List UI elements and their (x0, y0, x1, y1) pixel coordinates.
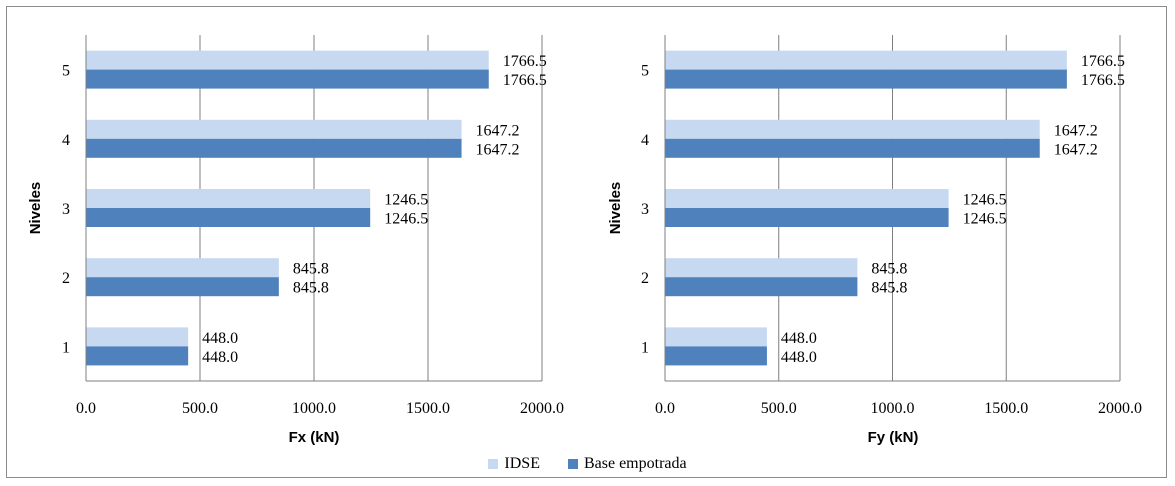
fx-bar-base-empotrada-1 (86, 346, 189, 366)
fy-bar-idse-2 (665, 258, 858, 278)
fx-data-label-base-empotrada-3: 1246.5 (384, 211, 428, 228)
fx-category-label-1: 1 (62, 339, 70, 356)
fy-x-tick-label-3: 1500.0 (984, 400, 1028, 417)
fx-bar-idse-1 (86, 327, 189, 347)
legend-item-base-empotrada: Base empotrada (567, 455, 687, 473)
fy-bar-idse-1 (665, 327, 767, 347)
fy-data-label-idse-4: 1647.2 (1054, 122, 1098, 139)
fx-data-label-base-empotrada-5: 1766.5 (503, 72, 547, 89)
fy-data-label-base-empotrada-4: 1647.2 (1054, 141, 1098, 158)
fy-bar-base-empotrada-3 (665, 208, 949, 227)
legend-label-base-empotrada: Base empotrada (583, 455, 687, 472)
fy-category-label-3: 3 (641, 201, 649, 218)
fy-data-label-idse-3: 1246.5 (963, 192, 1007, 209)
fy-category-label-5: 5 (641, 63, 649, 80)
fy-data-label-base-empotrada-1: 448.0 (781, 349, 817, 366)
legend-swatch-idse (488, 459, 499, 469)
fx-data-label-idse-3: 1246.5 (384, 192, 428, 209)
fy-bar-idse-5 (665, 50, 1067, 70)
fx-bar-idse-2 (86, 258, 279, 278)
fy-x-tick-label-4: 2000.0 (1098, 400, 1142, 417)
fy-category-label-2: 2 (641, 270, 649, 287)
legend-label-idse: IDSE (504, 455, 540, 472)
fx-category-label-4: 4 (62, 132, 70, 149)
fy-data-label-idse-2: 845.8 (871, 261, 907, 278)
fx-data-label-base-empotrada-2: 845.8 (293, 280, 329, 297)
fy-bar-base-empotrada-1 (665, 346, 767, 366)
fy-data-label-idse-1: 448.0 (781, 330, 817, 347)
fx-category-label-2: 2 (62, 270, 70, 287)
fx-x-tick-label-0: 0.0 (76, 400, 96, 417)
fy-bar-base-empotrada-5 (665, 69, 1067, 89)
legend: IDSE Base empotrada (0, 452, 1175, 476)
fx-bar-idse-3 (86, 189, 371, 208)
fx-bar-base-empotrada-3 (86, 208, 371, 227)
fy-data-label-base-empotrada-2: 845.8 (871, 280, 907, 297)
fx-data-label-idse-4: 1647.2 (476, 122, 520, 139)
fx-bar-idse-4 (86, 119, 462, 139)
fy-bar-idse-3 (665, 189, 949, 208)
legend-item-idse: IDSE (488, 455, 540, 473)
fy-category-label-4: 4 (641, 132, 649, 149)
legend-swatch-base-empotrada (567, 459, 578, 469)
fy-x-tick-label-1: 500.0 (761, 400, 797, 417)
fx-data-label-idse-2: 845.8 (293, 261, 329, 278)
fy-x-tick-label-2: 1000.0 (871, 400, 915, 417)
fx-bar-base-empotrada-5 (86, 69, 489, 89)
fx-bar-base-empotrada-2 (86, 277, 279, 297)
fx-x-axis-title: Fx (kN) (289, 429, 340, 446)
fx-data-label-idse-1: 448.0 (202, 330, 238, 347)
fx-bar-idse-5 (86, 50, 489, 70)
fy-x-tick-label-0: 0.0 (655, 400, 675, 417)
fy-x-axis-title: Fy (kN) (868, 429, 919, 446)
fy-data-label-base-empotrada-3: 1246.5 (963, 211, 1007, 228)
fy-category-label-1: 1 (641, 339, 649, 356)
fx-data-label-idse-5: 1766.5 (503, 53, 547, 70)
fy-data-label-idse-5: 1766.5 (1081, 53, 1125, 70)
fx-x-tick-label-2: 1000.0 (292, 400, 336, 417)
fy-bar-idse-4 (665, 119, 1040, 139)
fy-bar-base-empotrada-4 (665, 138, 1040, 158)
fx-data-label-base-empotrada-4: 1647.2 (476, 141, 520, 158)
fx-bar-base-empotrada-4 (86, 138, 462, 158)
fy-y-axis-title: Niveles (607, 182, 624, 235)
fy-bar-base-empotrada-2 (665, 277, 858, 297)
fx-x-tick-label-4: 2000.0 (520, 400, 564, 417)
fx-data-label-base-empotrada-1: 448.0 (202, 349, 238, 366)
fx-category-label-3: 3 (62, 201, 70, 218)
fx-y-axis-title: Niveles (27, 182, 44, 235)
fx-x-tick-label-3: 1500.0 (406, 400, 450, 417)
fx-category-label-5: 5 (62, 63, 70, 80)
fy-data-label-base-empotrada-5: 1766.5 (1081, 72, 1125, 89)
fx-x-tick-label-1: 500.0 (182, 400, 218, 417)
